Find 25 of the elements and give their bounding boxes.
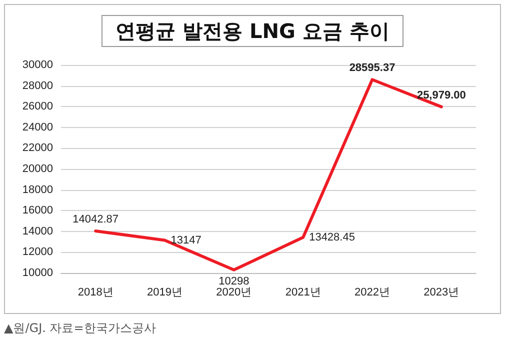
data-label: 10298 xyxy=(218,275,250,288)
data-label: 14042.87 xyxy=(72,213,119,226)
x-tick-label: 2020년 xyxy=(216,286,252,298)
y-tick-label: 22000 xyxy=(22,142,53,154)
text: ▲원/GJ. 자료=한국가스공사 xyxy=(4,320,156,337)
y-tick-label: 20000 xyxy=(22,163,53,175)
y-tick-label: 26000 xyxy=(22,100,53,113)
y-tick-label: 12000 xyxy=(22,246,53,258)
x-tick-label: 2022년 xyxy=(354,286,390,298)
y-tick-label: 24000 xyxy=(22,121,53,134)
x-tick-label: 2023년 xyxy=(424,286,460,298)
y-tick-label: 10000 xyxy=(22,267,53,279)
data-label: 13428.45 xyxy=(309,231,355,244)
x-tick-label: 2021년 xyxy=(285,286,321,298)
y-tick-label: 30000 xyxy=(22,59,53,71)
x-tick-label: 2019년 xyxy=(147,286,182,298)
data-label: 25,979.00 xyxy=(416,89,466,102)
y-tick-label: 16000 xyxy=(22,204,53,217)
data-label: 13147 xyxy=(170,234,202,246)
data-label: 28595.37 xyxy=(349,62,396,74)
y-tick-label: 18000 xyxy=(22,184,53,196)
chart-title: 연평균 발전용 LNG 요금 추이 xyxy=(116,19,390,43)
y-tick-label: 14000 xyxy=(22,225,53,238)
x-tick-label: 2018년 xyxy=(78,286,114,298)
y-tick-label: 28000 xyxy=(22,80,53,92)
